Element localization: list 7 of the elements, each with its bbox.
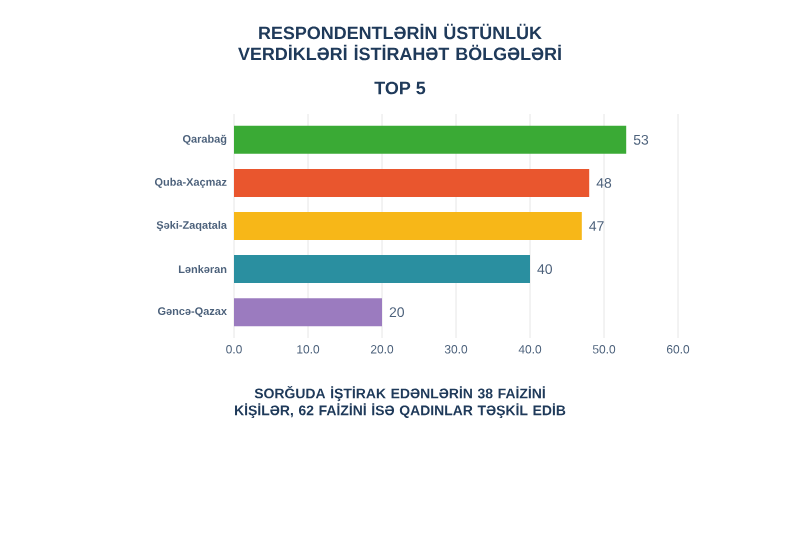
bar [234,168,590,197]
bar [234,255,530,284]
chart-title: RESPONDENTLƏRİN ÜSTÜNLÜK VERDİKLƏRİ İSTİRAHƏT BÖLGƏLƏRİ [238,23,561,61]
chart-subtitle: TOP 5 [374,81,426,95]
bar [234,125,627,154]
bar [234,212,582,240]
bar [234,298,382,327]
